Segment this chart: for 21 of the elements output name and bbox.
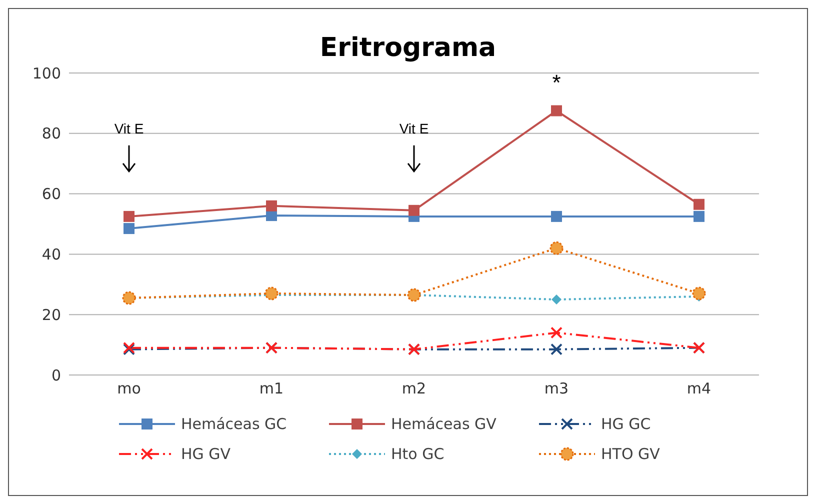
y-tick-label: 60: [42, 185, 61, 204]
legend-label: HTO GV: [601, 445, 660, 463]
y-tick-label: 100: [32, 64, 61, 82]
x-tick-label: m2: [402, 380, 426, 398]
legend-label: Hemáceas GC: [181, 415, 287, 433]
annotation: Vit E: [114, 120, 144, 136]
x-tick-label: m1: [259, 380, 284, 398]
legend-label: Hemáceas GV: [391, 415, 496, 433]
annotation: *: [552, 70, 562, 96]
x-tick-label: m4: [686, 380, 712, 398]
y-tick-label: 80: [42, 124, 61, 143]
y-tick-label: 20: [42, 306, 61, 324]
annotation: Vit E: [399, 120, 429, 136]
legend-label: Hto GC: [391, 445, 444, 463]
legend-label: HG GC: [601, 415, 651, 433]
y-tick-label: 40: [42, 246, 61, 264]
y-tick-label: 0: [51, 366, 61, 384]
x-tick-label: mo: [117, 380, 141, 398]
x-tick-label: m3: [544, 380, 569, 398]
legend-label: HG GV: [181, 445, 231, 463]
chart-title: Eritrograma: [318, 33, 498, 63]
